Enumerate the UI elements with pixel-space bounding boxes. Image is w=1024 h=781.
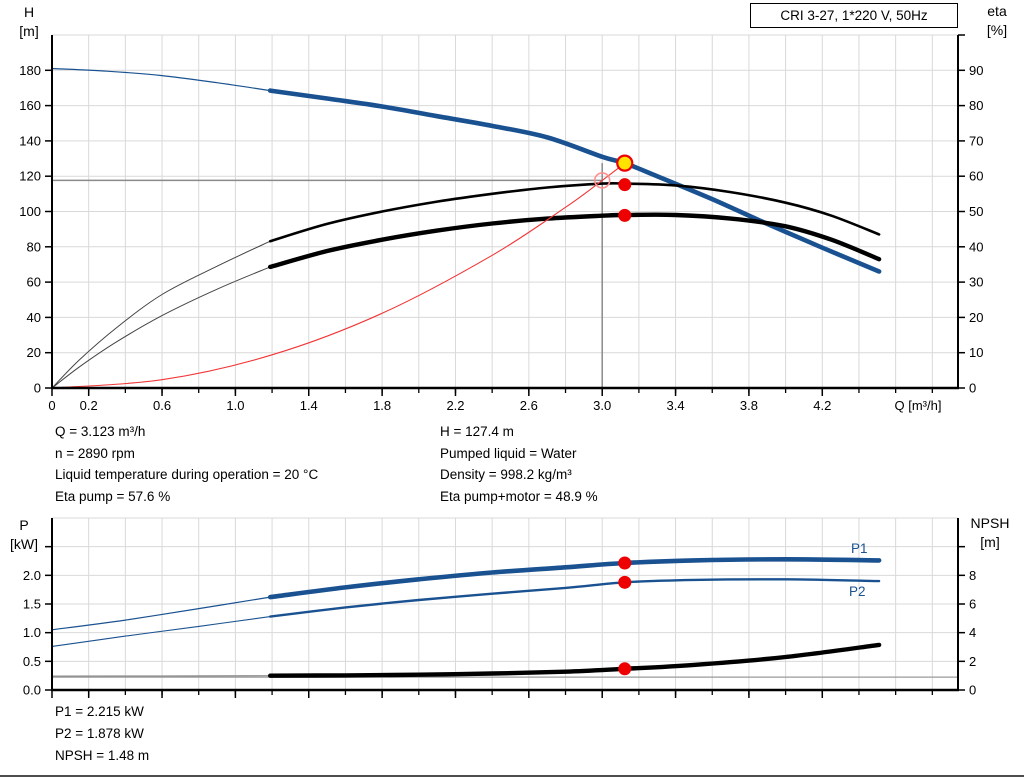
specified-duty-open-circle <box>593 172 611 189</box>
p2-curve-label: P2 <box>849 584 866 599</box>
eta-axis-label-unit: [%] <box>986 22 1008 38</box>
x-tick-label: 3.4 <box>667 398 685 413</box>
y-right-tick-label: 50 <box>969 204 983 219</box>
y-right-tick-label: 80 <box>969 98 983 113</box>
y-right-tick-label: 70 <box>969 133 983 148</box>
info-eta-pump: Eta pump = 57.6 % <box>55 488 171 504</box>
system-curve-thin <box>51 162 626 389</box>
operating-point-red-dot <box>618 208 632 222</box>
duty-info-right: H = 127.4 m Pumped liquid = Water Densit… <box>440 421 598 507</box>
y-left-tick-label: 40 <box>27 310 41 325</box>
y-left-tick-label: 20 <box>27 345 41 360</box>
duty-point-yellow-dot <box>616 154 634 172</box>
info-flow: Q = 3.123 m³/h <box>55 424 146 439</box>
eta-axis-label-symbol: eta <box>987 3 1007 19</box>
eta-axis-label: eta [%] <box>974 2 1020 40</box>
y-left-tick-label: 140 <box>19 133 41 148</box>
y-left-tick-label: 160 <box>19 98 41 113</box>
p2-curve <box>269 578 881 618</box>
eta-pump-motor-curve-thin <box>51 266 271 389</box>
x-tick-label: 1.8 <box>373 398 391 413</box>
y-left-tick-label: 1.5 <box>23 597 41 612</box>
y-left-tick-label: 0.0 <box>23 683 41 698</box>
x-tick-label: 1.4 <box>300 398 318 413</box>
operating-point-red-dot <box>618 178 632 192</box>
x-tick-label: 3.8 <box>740 398 758 413</box>
info-pumped-liquid: Pumped liquid = Water <box>440 445 577 461</box>
y-right-tick-label: 90 <box>969 63 983 78</box>
y-left-tick-label: 0.5 <box>23 654 41 669</box>
info-liquid-temp: Liquid temperature during operation = 20… <box>55 467 319 483</box>
p1-curve <box>267 556 882 600</box>
duty-info-left: Q = 3.123 m³/h n = 2890 rpm Liquid tempe… <box>55 421 318 507</box>
p-axis-label: P [kW] <box>3 516 45 554</box>
y-right-tick-label: 4 <box>969 625 976 640</box>
info-eta-pump-motor: Eta pump+motor = 48.9 % <box>440 488 598 504</box>
y-right-tick-label: 6 <box>969 597 976 612</box>
x-tick-label: 2.6 <box>520 398 538 413</box>
y-left-tick-label: 1.0 <box>23 625 41 640</box>
y-left-tick-label: 180 <box>19 63 41 78</box>
info-density: Density = 998.2 kg/m³ <box>440 467 572 483</box>
info-p1: P1 = 2.215 kW <box>55 704 144 719</box>
power-info: P1 = 2.215 kW P2 = 1.878 kW NPSH = 1.48 … <box>55 701 149 767</box>
y-right-tick-label: 40 <box>969 239 983 254</box>
info-head: H = 127.4 m <box>440 424 514 439</box>
npsh-curve <box>268 642 882 678</box>
y-left-tick-label: 2.0 <box>23 568 41 583</box>
info-speed: n = 2890 rpm <box>55 445 135 461</box>
p1-curve-thin <box>51 596 271 631</box>
y-left-tick-label: 80 <box>27 239 41 254</box>
y-right-tick-label: 2 <box>969 654 976 669</box>
eta-pump-curve <box>268 181 881 243</box>
x-tick-label: 0.6 <box>153 398 171 413</box>
y-left-tick-label: 60 <box>27 275 41 290</box>
pump-model-title: CRI 3-27, 1*220 V, 50Hz <box>750 3 958 28</box>
npsh-axis-label-unit: [m] <box>980 534 1000 550</box>
x-axis-unit-label: Q [m³/h] <box>895 398 942 413</box>
p1-curve-label: P1 <box>851 541 868 556</box>
head-curve-thin <box>51 67 271 92</box>
operating-point-red-dot <box>618 662 632 676</box>
eta-pump-curve-thin <box>51 240 271 389</box>
x-tick-label: 3.0 <box>593 398 611 413</box>
operating-point-red-dot <box>618 575 632 589</box>
x-tick-label: 4.2 <box>813 398 831 413</box>
y-right-tick-label: 30 <box>969 275 983 290</box>
y-left-tick-label: 100 <box>19 204 41 219</box>
operating-point-red-dot <box>618 556 632 570</box>
y-right-tick-label: 0 <box>969 381 976 396</box>
y-right-tick-label: 0 <box>969 683 976 698</box>
x-tick-label: 0 <box>48 398 55 413</box>
p-axis-label-unit: [kW] <box>10 536 38 552</box>
h-axis-label-symbol: H <box>23 4 35 20</box>
p-axis-label-symbol: P <box>19 517 29 533</box>
bottom-divider <box>0 775 1024 777</box>
h-axis-label-unit: [m] <box>19 23 39 39</box>
y-right-tick-label: 20 <box>969 310 983 325</box>
y-right-tick-label: 10 <box>969 345 983 360</box>
x-tick-label: 2.2 <box>446 398 464 413</box>
npsh-axis-label: NPSH [m] <box>958 514 1022 552</box>
y-left-tick-label: 120 <box>19 169 41 184</box>
h-axis-label: H [m] <box>10 3 48 41</box>
npsh-axis-label-symbol: NPSH <box>970 515 1010 531</box>
info-p2: P2 = 1.878 kW <box>55 726 144 741</box>
y-right-tick-label: 60 <box>969 169 983 184</box>
info-npsh: NPSH = 1.48 m <box>55 748 150 763</box>
x-tick-label: 1.0 <box>226 398 244 413</box>
eta-pump-motor-curve <box>268 212 882 270</box>
y-right-tick-label: 8 <box>969 568 976 583</box>
x-tick-label: 0.2 <box>80 398 98 413</box>
y-left-tick-label: 0 <box>34 381 41 396</box>
p2-curve-thin <box>51 616 271 647</box>
